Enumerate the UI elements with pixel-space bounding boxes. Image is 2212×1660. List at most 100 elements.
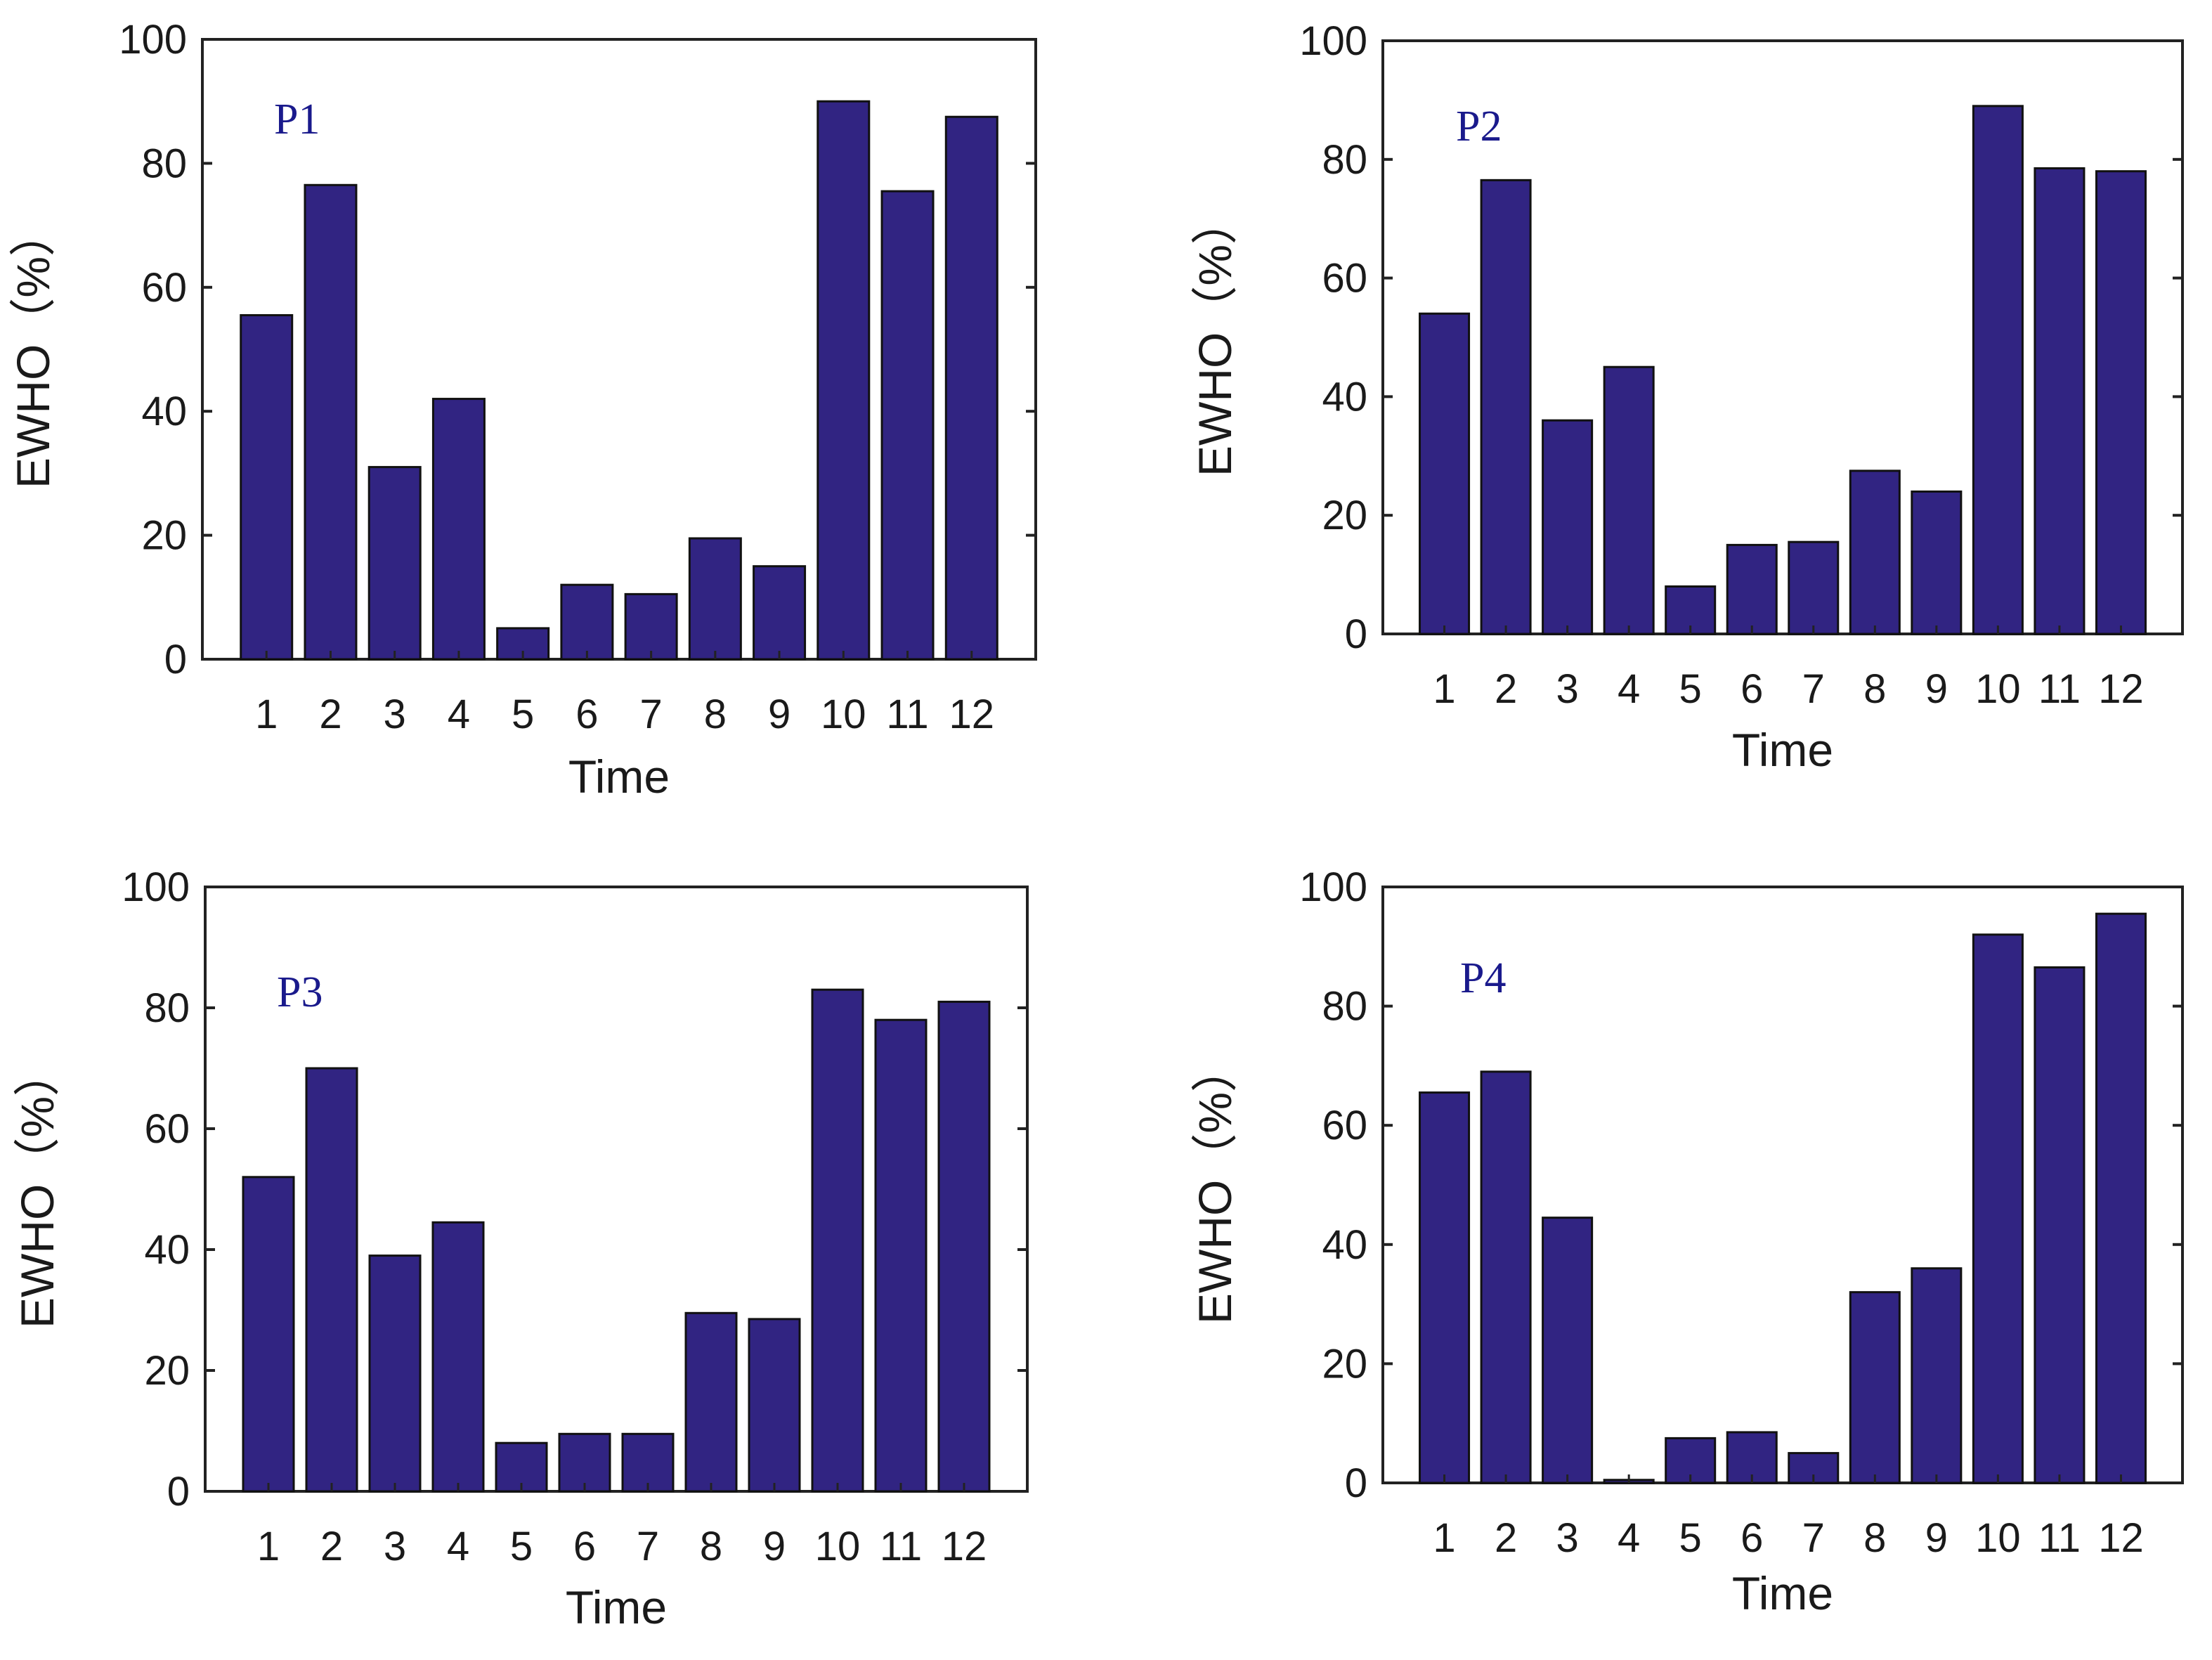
x-tick-label: 2 [1495,666,1517,712]
x-tick-label: 2 [320,1524,343,1569]
y-tick-label: 100 [1299,18,1367,64]
y-axis-title: EWHO（%） [1189,1046,1241,1324]
x-tick-label: 1 [1433,666,1455,712]
plot-frame [201,38,1037,661]
bar [240,313,294,661]
y-tick-label: 0 [1345,611,1367,657]
bar [431,398,486,661]
x-tick-label: 5 [1679,666,1702,712]
panel-label: P3 [277,968,323,1016]
x-tick-label: 11 [886,692,928,737]
x-tick-label: 5 [1679,1515,1702,1561]
bar [1419,312,1471,635]
y-tick-label: 80 [144,985,190,1031]
x-tick-label: 6 [1741,1515,1763,1561]
bar [944,115,998,661]
panel-label: P2 [1456,103,1502,150]
bar [1480,179,1532,635]
y-tick-label: 60 [141,265,187,311]
y-tick-label: 60 [1322,1103,1367,1148]
y-tick-label: 20 [1322,1341,1367,1387]
bar [624,592,678,661]
bar [621,1432,675,1493]
bar [305,1067,358,1493]
x-tick-label: 2 [1495,1515,1517,1561]
x-tick-label: 8 [704,692,727,737]
x-tick-label: 8 [700,1524,722,1569]
x-tick-label: 3 [384,692,406,737]
y-axis-title: EWHO（%） [7,210,59,488]
x-tick-label: 7 [637,1524,659,1569]
bar [1542,1217,1594,1484]
x-tick-label: 2 [319,692,341,737]
plot-frame [1381,39,2184,635]
x-tick-label: 1 [255,692,278,737]
y-tick-label: 0 [1345,1460,1367,1506]
y-tick-label: 40 [141,389,187,434]
x-tick-label: 4 [448,692,470,737]
x-tick-label: 9 [763,1524,786,1569]
y-tick-label: 20 [141,513,187,559]
x-tick-label: 9 [1925,1515,1948,1561]
y-tick-label: 0 [164,637,187,682]
y-axis-title: EWHO（%） [1189,198,1241,476]
y-tick-label: 20 [144,1348,190,1394]
x-tick-label: 3 [384,1524,406,1569]
x-tick-label: 1 [257,1524,280,1569]
bar [1603,365,1655,635]
bar [874,1018,928,1493]
x-axis-title: Time [1732,1567,1833,1619]
y-tick-label: 60 [144,1106,190,1152]
bar [2034,167,2086,635]
bar [367,466,422,661]
x-tick-label: 4 [1618,1515,1640,1561]
y-tick-label: 0 [167,1469,190,1515]
bar [1726,543,1778,635]
bar [1972,933,2024,1484]
x-tick-label: 10 [821,692,866,737]
panel-label: P1 [274,96,320,143]
x-tick-label: 6 [573,1524,596,1569]
bar [242,1176,295,1493]
x-tick-label: 11 [2038,666,2081,712]
bar [880,190,935,661]
y-tick-label: 100 [119,17,187,63]
x-tick-label: 6 [575,692,598,737]
x-tick-label: 7 [1802,1515,1825,1561]
x-tick-label: 5 [512,692,534,737]
x-tick-label: 12 [949,692,995,737]
y-tick-label: 100 [122,864,190,910]
y-tick-label: 80 [141,141,187,186]
bar [684,1311,738,1493]
x-tick-label: 1 [1433,1515,1455,1561]
bar [2095,912,2147,1484]
x-tick-label: 10 [1975,666,2021,712]
bar [1788,540,1840,635]
y-tick-label: 20 [1322,493,1367,538]
y-tick-label: 100 [1299,864,1367,910]
bar [2034,966,2086,1484]
bar [753,565,807,661]
x-tick-label: 8 [1863,666,1886,712]
y-axis-title: EWHO（%） [11,1050,63,1328]
bar [1542,419,1594,635]
bar [2095,170,2147,635]
bar [811,988,864,1493]
x-tick-label: 12 [2098,666,2144,712]
panel-label: P4 [1460,954,1506,1002]
x-axis-title: Time [568,751,670,803]
bar [1972,105,2024,635]
x-tick-label: 7 [639,692,662,737]
x-axis-title: Time [1732,724,1833,776]
bar [1911,490,1963,635]
bar [560,583,614,661]
x-tick-label: 5 [510,1524,533,1569]
x-tick-label: 8 [1863,1515,1886,1561]
bar [558,1432,611,1493]
bar [1849,469,1901,635]
y-tick-label: 40 [1322,1222,1367,1268]
